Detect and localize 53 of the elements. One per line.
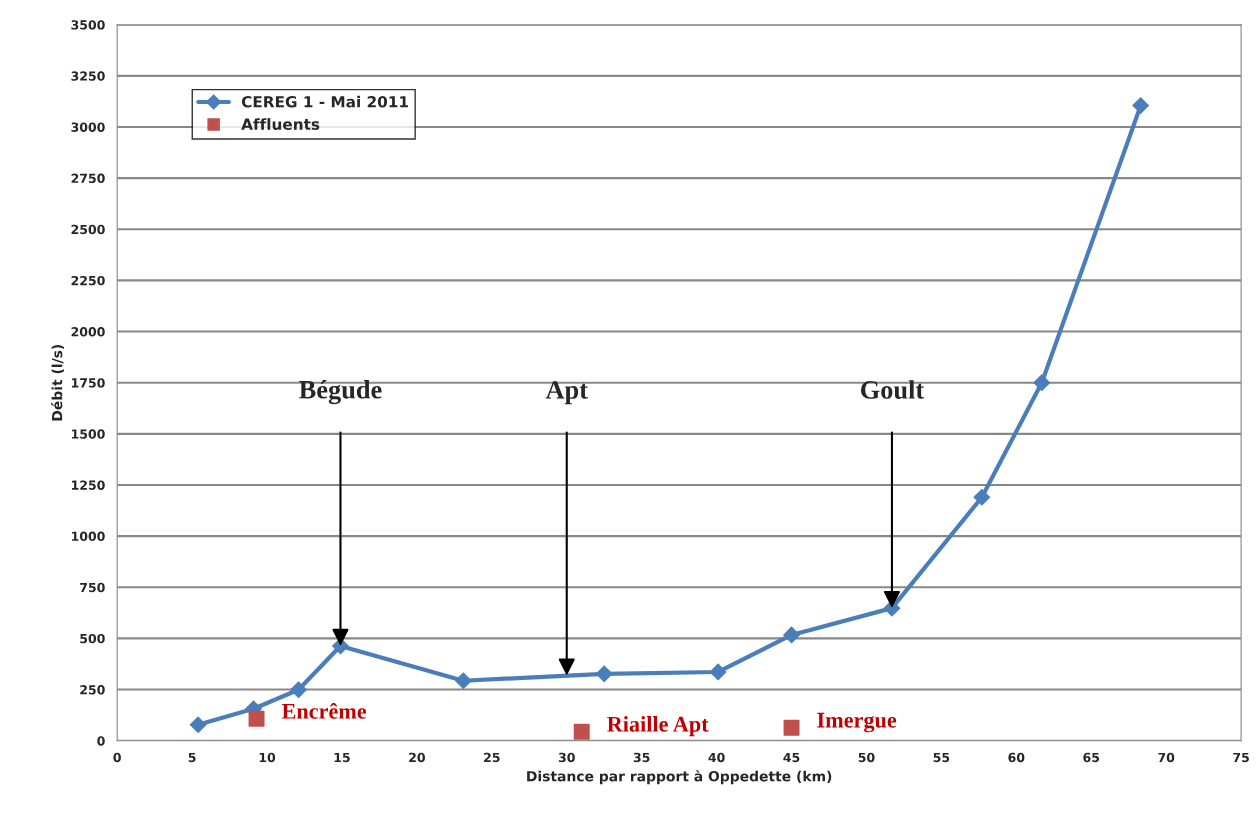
legend-label: CEREG 1 - Mai 2011 (241, 95, 408, 108)
x-tick-label: 50 (858, 752, 875, 763)
y-tick-label: 1000 (72, 531, 105, 542)
x-tick-label: 45 (783, 752, 800, 763)
y-axis-title: Débit (l/s) (51, 344, 64, 421)
y-tick-label: 0 (97, 736, 105, 746)
y-tick-label: 2750 (71, 173, 105, 184)
x-tick-label: 65 (1083, 752, 1100, 763)
x-tick-label: 40 (708, 752, 725, 763)
data-label: Riaille Apt (607, 716, 709, 737)
annotation: Apt (545, 381, 588, 405)
y-tick-label: 3500 (71, 20, 105, 30)
x-tick-label: 30 (558, 752, 575, 763)
y-tick-label: 2500 (71, 224, 105, 235)
y-tick-label: 1250 (72, 480, 105, 490)
x-tick-label: 35 (633, 752, 650, 763)
point (595, 665, 613, 683)
point (573, 723, 590, 740)
legend-label: Affluents (241, 118, 320, 130)
x-tick-label: 70 (1158, 752, 1175, 763)
y-tick-label: 3250 (71, 71, 105, 81)
point (1132, 97, 1150, 114)
x-tick-label: 10 (259, 752, 276, 763)
x-tick-label: 15 (334, 752, 350, 763)
y-tick-label: 500 (80, 633, 105, 644)
point (783, 719, 800, 736)
y-tick-label: 1500 (72, 429, 105, 439)
y-tick-label: 250 (80, 685, 105, 695)
annotation: Bégude (299, 380, 382, 405)
y-tick-label: 3000 (71, 122, 105, 132)
point (248, 710, 265, 727)
y-tick-label: 1750 (72, 378, 105, 388)
x-tick-label: 5 (188, 752, 196, 763)
y-tick-label: 2000 (71, 327, 105, 337)
point (290, 681, 307, 699)
x-tick-label: 60 (1008, 752, 1025, 763)
point (783, 626, 800, 644)
x-tick-label: 75 (1233, 752, 1249, 763)
x-tick-label: 55 (933, 752, 950, 763)
x-axis-title: Distance par rapport à Oppedette (km) (527, 770, 832, 785)
point (973, 488, 991, 506)
x-tick-label: 25 (484, 752, 500, 763)
point (709, 663, 727, 681)
point (189, 716, 207, 734)
data-label: Encrême (281, 702, 367, 719)
point (1033, 374, 1051, 392)
x-tick-label: 20 (409, 752, 425, 763)
x-tick-label: 0 (113, 752, 121, 763)
y-tick-label: 750 (80, 582, 105, 593)
point (454, 672, 472, 690)
y-tick-label: 2250 (71, 275, 105, 286)
data-label: Imergue (817, 712, 897, 733)
annotation: Goult (860, 380, 925, 399)
